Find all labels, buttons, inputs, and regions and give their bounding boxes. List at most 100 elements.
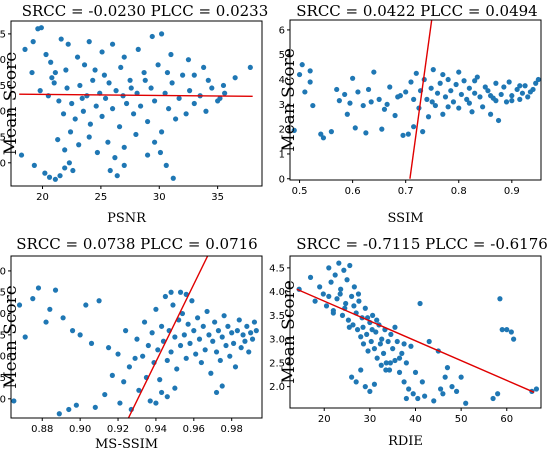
data-point — [334, 86, 340, 93]
data-point — [477, 94, 483, 100]
y-tick-label: 4.0 — [0, 55, 6, 66]
data-point — [349, 293, 355, 299]
data-point — [403, 395, 409, 402]
data-point — [338, 286, 344, 292]
data-point — [525, 94, 531, 100]
data-point — [198, 359, 204, 366]
data-point — [134, 336, 140, 342]
data-point — [424, 96, 430, 102]
data-point — [386, 367, 393, 373]
data-point — [253, 328, 259, 334]
chart-title: SRCC = -0.0230 PLCC = 0.0233 — [22, 2, 269, 20]
data-point — [242, 338, 248, 344]
data-point — [326, 265, 332, 271]
data-point — [159, 31, 165, 37]
data-point — [511, 336, 517, 342]
data-point — [170, 175, 176, 181]
data-point — [58, 36, 64, 42]
x-tick-label: 0.92 — [107, 424, 129, 435]
data-point — [37, 88, 43, 94]
data-point — [522, 83, 528, 89]
data-point — [62, 165, 68, 171]
data-point — [49, 75, 55, 81]
data-point — [232, 364, 239, 370]
data-point — [88, 340, 95, 346]
data-point — [360, 341, 367, 347]
data-point — [52, 69, 58, 76]
data-point — [371, 346, 378, 352]
data-point — [206, 332, 212, 338]
data-point — [113, 88, 119, 94]
data-point — [420, 129, 426, 135]
data-point — [151, 139, 158, 145]
x-tick-label: 30 — [153, 192, 166, 203]
x-tick-label: 20 — [36, 192, 49, 203]
data-point — [168, 349, 174, 355]
data-point — [362, 305, 368, 311]
data-point — [444, 365, 451, 371]
data-point — [174, 366, 180, 372]
data-point — [121, 379, 127, 385]
data-point — [437, 80, 443, 86]
data-point — [395, 94, 401, 100]
data-point — [469, 109, 475, 115]
plot-frame — [289, 19, 542, 181]
data-point — [106, 80, 112, 86]
data-point — [123, 328, 129, 334]
data-point — [22, 334, 28, 340]
data-point — [121, 144, 127, 150]
y-tick-label: 6 — [279, 25, 285, 36]
data-point — [408, 79, 414, 85]
data-point — [405, 131, 411, 137]
data-point — [102, 95, 109, 101]
data-point — [401, 341, 407, 347]
data-point — [360, 324, 366, 330]
data-point — [145, 342, 151, 349]
data-point — [508, 329, 514, 335]
data-point — [93, 103, 99, 109]
data-point — [200, 323, 206, 329]
plot-frame — [10, 20, 263, 187]
data-point — [123, 100, 130, 107]
data-point — [217, 357, 223, 364]
data-point — [173, 116, 179, 122]
data-point — [464, 96, 470, 102]
data-point — [345, 317, 352, 323]
data-point — [396, 369, 403, 375]
data-point — [344, 277, 350, 283]
data-point — [141, 69, 147, 76]
data-point — [487, 111, 494, 117]
data-point — [109, 106, 116, 112]
data-point — [144, 118, 151, 125]
data-point — [349, 374, 355, 380]
data-point — [312, 298, 318, 304]
data-point — [209, 85, 215, 91]
x-tick-label: 0.98 — [221, 424, 243, 435]
data-point — [456, 69, 462, 75]
data-point — [426, 338, 432, 345]
data-point — [342, 91, 348, 98]
data-point — [121, 162, 127, 168]
y-axis-label: Mean Score — [279, 280, 299, 384]
data-point — [43, 319, 49, 325]
data-point — [509, 98, 515, 104]
data-point — [112, 155, 118, 161]
data-point — [440, 391, 446, 397]
data-point — [299, 62, 305, 68]
x-tick-label: 50 — [455, 414, 468, 425]
plot-frame — [10, 255, 263, 419]
scatter-points — [296, 260, 540, 406]
data-point — [117, 400, 123, 406]
data-point — [378, 362, 384, 368]
data-point — [149, 33, 155, 40]
data-point — [69, 328, 76, 334]
data-point — [74, 54, 81, 60]
data-point — [229, 330, 235, 336]
data-point — [81, 62, 88, 68]
x-tick-label: 30 — [363, 414, 376, 425]
data-point — [149, 330, 155, 336]
data-point — [56, 411, 62, 417]
data-point — [377, 341, 383, 347]
data-point — [126, 364, 132, 370]
y-tick-label: 3.5 — [0, 81, 6, 92]
